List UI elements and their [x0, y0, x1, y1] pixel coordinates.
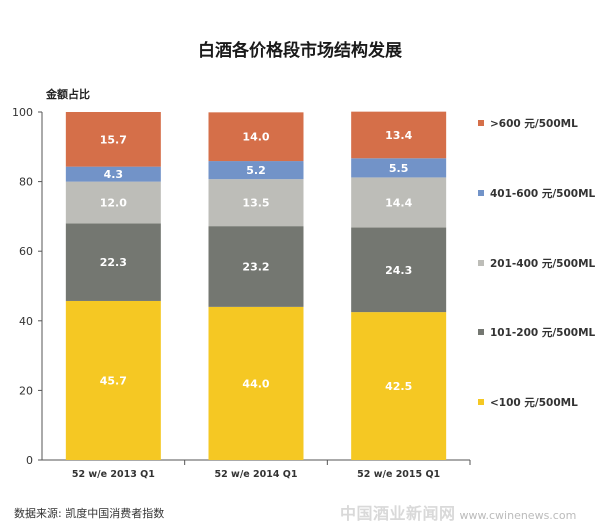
source-note: 数据来源: 凯度中国消费者指数	[14, 507, 165, 520]
bar-segment	[208, 226, 304, 307]
data-label: 15.7	[100, 133, 127, 146]
bar-segment	[351, 227, 447, 313]
y-tick-label: 100	[12, 106, 33, 119]
x-tick-label: 52 w/e 2015 Q1	[357, 469, 440, 480]
data-label: 24.3	[385, 264, 412, 277]
bar-segment	[65, 112, 161, 167]
bar-segment	[208, 112, 304, 162]
data-label: 4.3	[104, 168, 124, 181]
bar-segment	[351, 312, 447, 460]
y-axis-label: 金额占比	[46, 88, 90, 101]
y-tick-label: 0	[26, 454, 33, 467]
bar-segment	[65, 223, 161, 301]
chart-title: 白酒各价格段市场结构发展	[198, 41, 402, 61]
legend-label: >600 元/500ML	[490, 118, 578, 130]
x-tick-label: 52 w/e 2013 Q1	[72, 469, 155, 480]
data-label: 45.7	[100, 374, 127, 387]
legend-label: 401-600 元/500ML	[490, 188, 596, 200]
y-tick-label: 60	[19, 245, 33, 258]
data-label: 13.5	[242, 197, 269, 210]
legend-swatch	[478, 260, 484, 266]
data-label: 5.5	[389, 162, 409, 175]
legend-label: 201-400 元/500ML	[490, 258, 596, 270]
bar-segment	[65, 166, 161, 182]
x-tick-label: 52 w/e 2014 Q1	[215, 469, 298, 480]
y-tick-label: 40	[19, 315, 33, 328]
legend-swatch	[478, 329, 484, 335]
data-label: 13.4	[385, 129, 412, 142]
data-label: 44.0	[242, 377, 269, 390]
data-label: 5.2	[246, 164, 266, 177]
data-label: 22.3	[100, 256, 127, 269]
bar-segment	[351, 111, 447, 159]
legend-label: 101-200 元/500ML	[490, 327, 596, 339]
bar-segment	[208, 179, 304, 227]
watermark: 中国酒业新闻网 www.cwinenews.com	[340, 500, 576, 524]
legend-swatch	[478, 190, 484, 196]
bar-segment	[208, 161, 304, 180]
legend-label: <100 元/500ML	[490, 397, 578, 409]
bar-segment	[65, 181, 161, 224]
bar-segment	[208, 306, 304, 460]
watermark-url: www.cwinenews.com	[459, 509, 577, 522]
data-label: 14.4	[385, 196, 412, 209]
data-label: 12.0	[100, 196, 127, 209]
data-label: 42.5	[385, 380, 412, 393]
bar-segment	[351, 158, 447, 178]
legend-swatch	[478, 120, 484, 126]
data-label: 23.2	[242, 261, 269, 274]
data-label: 14.0	[242, 131, 269, 144]
watermark-text: 中国酒业新闻网	[340, 504, 456, 523]
y-tick-label: 80	[19, 176, 33, 189]
bar-segment	[65, 300, 161, 460]
legend-swatch	[478, 399, 484, 405]
bar-segment	[351, 177, 447, 228]
y-tick-label: 20	[19, 384, 33, 397]
